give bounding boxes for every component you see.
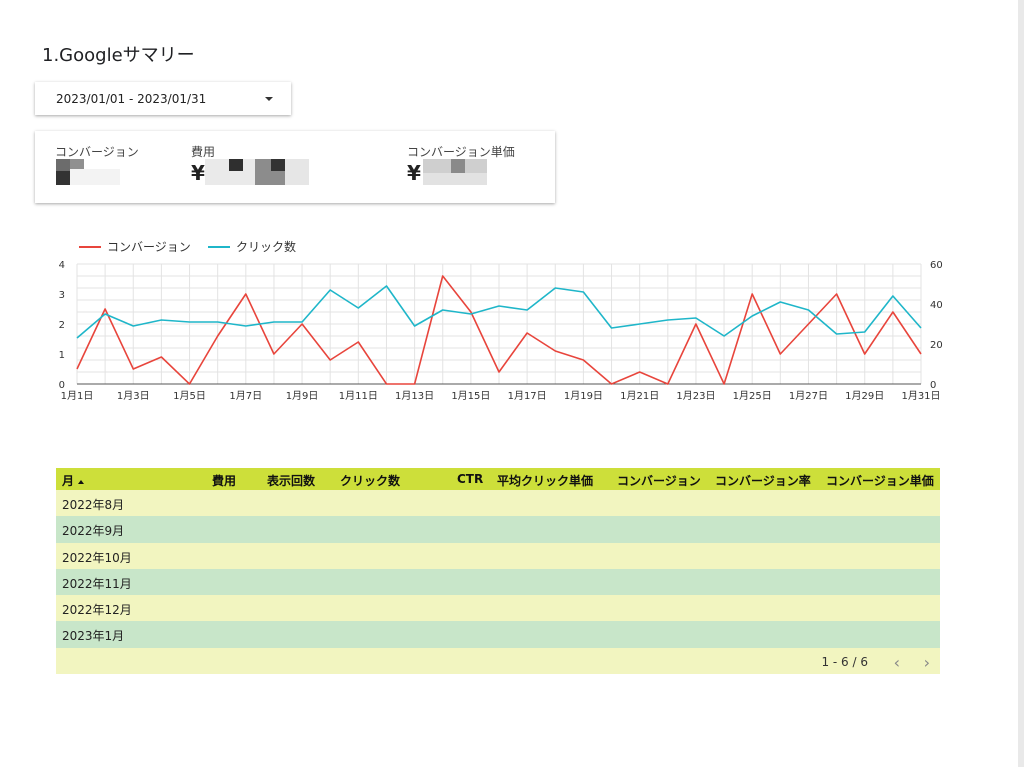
series-line-clicks	[76, 285, 922, 339]
table-row[interactable]: 2023年1月	[56, 621, 940, 648]
y-left-tick-label: 2	[59, 320, 65, 331]
column-header-month[interactable]: 月	[62, 472, 85, 489]
legend-conversion[interactable]: コンバージョン	[79, 238, 191, 255]
row-month: 2022年9月	[62, 524, 125, 539]
redacted-value	[70, 169, 120, 185]
row-month: 2022年10月	[62, 550, 132, 565]
column-header-cost[interactable]: 費用	[212, 474, 237, 488]
table-row[interactable]: 2022年9月	[56, 516, 940, 543]
dropdown-arrow-icon[interactable]	[265, 97, 273, 101]
column-header-ctr[interactable]: CTR	[457, 472, 484, 486]
prev-page-icon[interactable]: ‹	[893, 652, 900, 672]
column-header-avg-cpc[interactable]: 平均クリック単価	[497, 474, 594, 488]
scorecard-cost-label: 費用	[191, 145, 216, 159]
x-tick-label: 1月21日	[620, 390, 659, 402]
y-left-tick-label: 0	[59, 380, 65, 391]
series-line-conversion	[76, 275, 922, 385]
redacted-value	[423, 173, 487, 185]
x-tick-label: 1月31日	[901, 390, 940, 402]
table-pagination: 1 - 6 / 6 ‹ ›	[56, 647, 940, 674]
y-right-tick-label: 60	[930, 260, 943, 271]
row-month: 2022年12月	[62, 603, 132, 618]
scorecard-cpa-label: コンバージョン単価	[407, 145, 515, 159]
y-left-tick-label: 3	[59, 290, 65, 301]
x-tick-label: 1月25日	[733, 390, 772, 402]
date-range-text: 2023/01/01 - 2023/01/31	[56, 92, 207, 106]
y-left-tick-label: 1	[59, 350, 65, 361]
redacted-value	[229, 159, 243, 171]
column-header-conversions[interactable]: コンバージョン	[617, 474, 701, 488]
table-row[interactable]: 2022年12月	[56, 595, 940, 622]
column-header-clicks[interactable]: クリック数	[340, 474, 401, 488]
legend-clicks[interactable]: クリック数	[208, 238, 296, 255]
y-right-tick-label: 0	[930, 380, 936, 391]
x-tick-label: 1月13日	[395, 390, 434, 402]
x-tick-label: 1月9日	[286, 390, 319, 402]
x-tick-label: 1月1日	[61, 390, 94, 402]
x-tick-label: 1月27日	[789, 390, 828, 402]
y-right-tick-label: 20	[930, 340, 943, 351]
sort-asc-icon[interactable]	[78, 479, 85, 484]
legend-label: コンバージョン	[107, 240, 191, 254]
row-month: 2022年11月	[62, 576, 132, 591]
x-tick-label: 1月3日	[117, 390, 150, 402]
column-header-cpa[interactable]: コンバージョン単価	[826, 474, 934, 488]
scorecard-cpa-currency: ¥	[407, 161, 421, 185]
redacted-value	[70, 159, 84, 169]
monthly-table: 月 費用 表示回数 クリック数 CTR 平均クリック単価 コンバージョン コンバ…	[56, 468, 940, 674]
x-tick-label: 1月7日	[229, 390, 262, 402]
x-tick-label: 1月11日	[339, 390, 378, 402]
x-tick-label: 1月19日	[564, 390, 603, 402]
column-header-impressions[interactable]: 表示回数	[267, 474, 316, 488]
x-tick-label: 1月17日	[508, 390, 547, 402]
table-header: 月 費用 表示回数 クリック数 CTR 平均クリック単価 コンバージョン コンバ…	[56, 468, 940, 490]
table-row[interactable]: 2022年8月	[56, 490, 940, 517]
table-row[interactable]: 2022年10月	[56, 542, 940, 569]
x-tick-label: 1月5日	[173, 390, 206, 402]
x-tick-label: 1月29日	[845, 390, 884, 402]
x-tick-label: 1月15日	[451, 390, 490, 402]
row-month: 2023年1月	[62, 629, 125, 644]
y-left-tick-label: 4	[59, 260, 65, 271]
page-title: 1.Googleサマリー	[42, 45, 195, 66]
next-page-icon[interactable]: ›	[923, 652, 930, 672]
row-month: 2022年8月	[62, 498, 125, 512]
y-right-tick-label: 40	[930, 300, 943, 311]
redacted-value	[271, 159, 285, 171]
legend-swatch	[208, 245, 230, 248]
redacted-value	[285, 159, 309, 185]
scorecard-cost-currency: ¥	[191, 161, 205, 185]
redacted-value	[56, 171, 70, 185]
table-row[interactable]: 2022年11月	[56, 568, 940, 596]
kpi-scorecards: コンバージョン 費用 ¥ コンバージョン単価 ¥	[35, 131, 555, 203]
x-tick-label: 1月23日	[676, 390, 715, 402]
redacted-value	[56, 159, 70, 171]
pagination-text: 1 - 6 / 6	[821, 654, 868, 669]
column-header-conversion-rate[interactable]: コンバージョン率	[715, 474, 811, 488]
date-range-selector[interactable]: 2023/01/01 - 2023/01/31	[35, 82, 291, 115]
redacted-value	[451, 159, 465, 173]
scorecard-conversion-label: コンバージョン	[55, 145, 139, 159]
legend-label: クリック数	[236, 240, 297, 254]
right-gutter	[1018, 0, 1024, 767]
legend-swatch	[79, 245, 101, 248]
